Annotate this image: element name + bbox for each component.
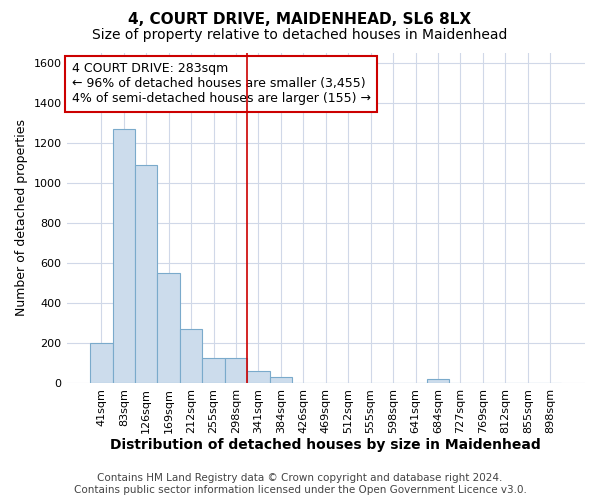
Bar <box>247 371 269 383</box>
X-axis label: Distribution of detached houses by size in Maidenhead: Distribution of detached houses by size … <box>110 438 541 452</box>
Bar <box>427 379 449 383</box>
Bar <box>225 358 247 383</box>
Text: Size of property relative to detached houses in Maidenhead: Size of property relative to detached ho… <box>92 28 508 42</box>
Text: 4 COURT DRIVE: 283sqm
← 96% of detached houses are smaller (3,455)
4% of semi-de: 4 COURT DRIVE: 283sqm ← 96% of detached … <box>72 62 371 106</box>
Y-axis label: Number of detached properties: Number of detached properties <box>15 119 28 316</box>
Bar <box>180 329 202 383</box>
Bar <box>202 358 225 383</box>
Bar <box>113 128 135 383</box>
Bar <box>135 164 157 383</box>
Bar <box>90 343 113 383</box>
Bar <box>157 273 180 383</box>
Text: Contains HM Land Registry data © Crown copyright and database right 2024.
Contai: Contains HM Land Registry data © Crown c… <box>74 474 526 495</box>
Text: 4, COURT DRIVE, MAIDENHEAD, SL6 8LX: 4, COURT DRIVE, MAIDENHEAD, SL6 8LX <box>128 12 472 28</box>
Bar <box>269 377 292 383</box>
